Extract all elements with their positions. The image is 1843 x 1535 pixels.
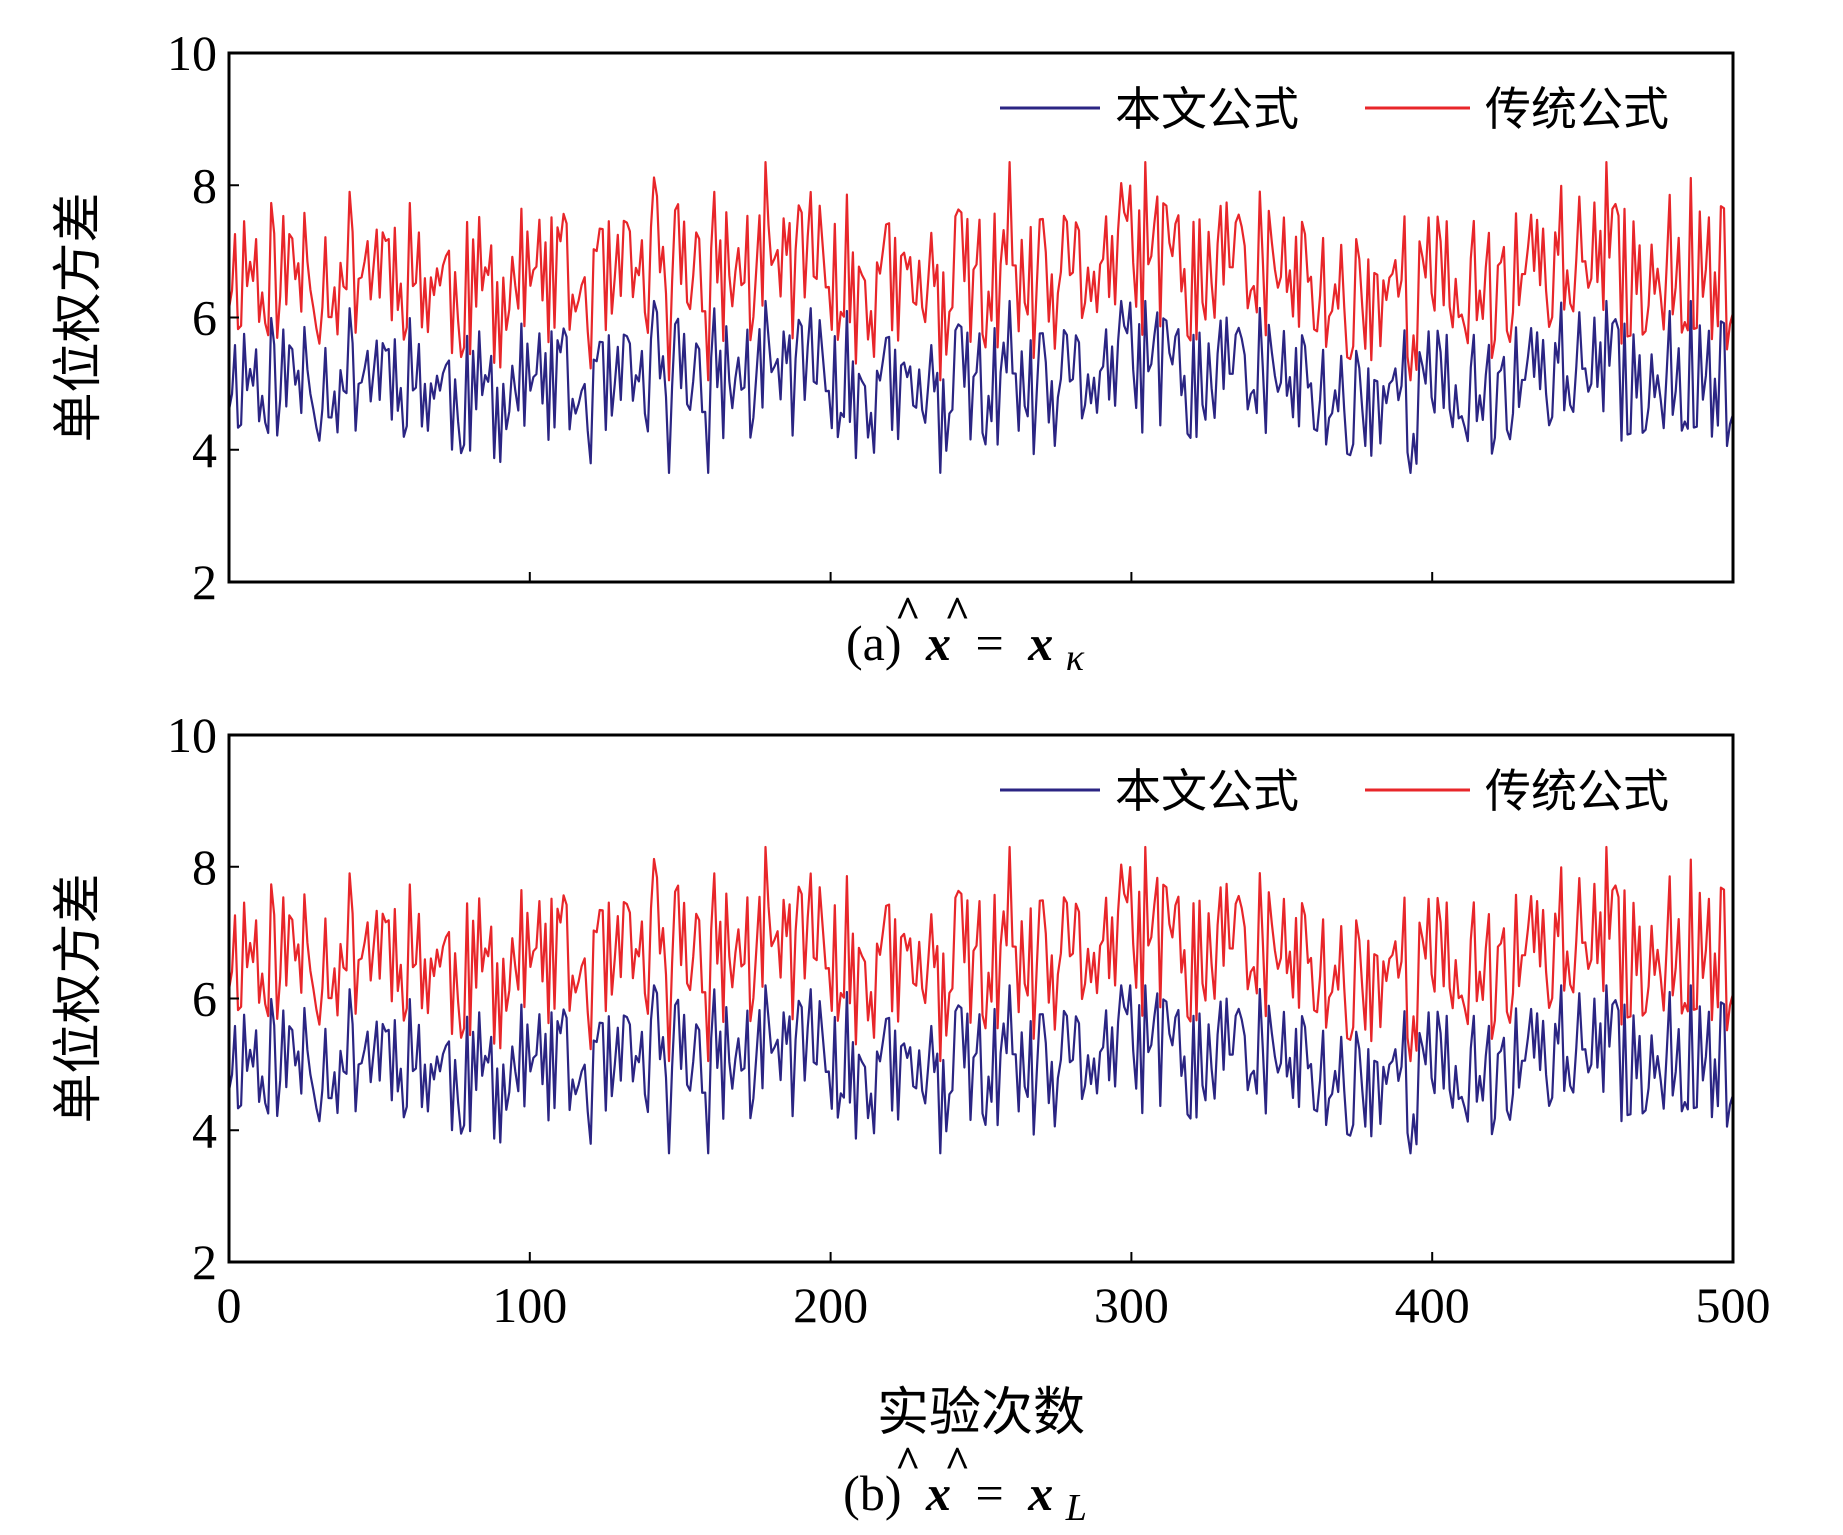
panel-b-series-chuantong-line	[227, 845, 1735, 1063]
panel-a-y-tick-label: 6	[192, 290, 217, 346]
panel-b-caption-hat-lhs: ^	[895, 1438, 921, 1487]
panel-a-caption-eq: =	[976, 615, 1004, 671]
panel-b-y-tick-label: 8	[192, 839, 217, 895]
panel-a-y-tick-label: 8	[192, 157, 217, 213]
panel-b-legend-label-benwen: 本文公式	[1115, 764, 1299, 818]
panel-b-caption-rhs: x	[1027, 1465, 1053, 1521]
panel-a-caption-lhs: x	[925, 615, 951, 671]
panel-a-y-axis-label: 单位权方差	[49, 193, 107, 443]
panel-b-y-axis-label: 单位权方差	[49, 874, 107, 1124]
panel-b-caption-eq: =	[975, 1465, 1003, 1521]
panel-b-x-tick-label: 400	[1395, 1277, 1470, 1333]
panel-a-caption-prefix: (a)	[846, 615, 902, 671]
panel-a-series-benwen-line	[227, 299, 1735, 474]
panel-a-caption-sub: κ	[1066, 637, 1085, 679]
panel-a-series	[227, 161, 1735, 474]
panel-a-caption-hat-lhs: ^	[895, 588, 921, 637]
panel-b-caption-lhs: x	[925, 1465, 951, 1521]
panel-a-y-tick-label: 4	[192, 422, 217, 478]
panel-b-legend-label-chuantong: 传统公式	[1485, 764, 1669, 818]
panel-a-y-tick-label: 2	[192, 554, 217, 610]
panel-b-y-tick-label: 10	[167, 707, 217, 763]
panel-a-caption-hat-rhs: ^	[944, 588, 970, 637]
panel-b-caption: (b) x = x L	[843, 1465, 1087, 1529]
panel-a-y-tick-label: 10	[167, 25, 217, 81]
panel-a-chart: 2 4 6 8 10 本文公式 传统公式 单位权方差 (a) x = x κ ^ ^	[49, 25, 1735, 679]
panel-a-legend-label-chuantong: 传统公式	[1485, 82, 1669, 136]
panel-b-series	[227, 845, 1735, 1155]
panel-a-legend-label-benwen: 本文公式	[1115, 82, 1299, 136]
panel-b-y-tick-label: 2	[192, 1234, 217, 1290]
panel-b-caption-sub: L	[1065, 1487, 1087, 1529]
panel-b-legend: 本文公式 传统公式	[1000, 764, 1669, 818]
panel-b-series-benwen-line	[227, 984, 1735, 1155]
panel-a-legend: 本文公式 传统公式	[1000, 82, 1669, 136]
panel-b-x-tick-label: 100	[492, 1277, 567, 1333]
panel-a-series-chuantong-line	[227, 161, 1735, 382]
panel-b-y-tick-label: 4	[192, 1102, 217, 1158]
panel-b-x-tick-label: 500	[1696, 1277, 1771, 1333]
panel-b-x-tick-label: 300	[1094, 1277, 1169, 1333]
panel-a-caption-rhs: x	[1027, 615, 1053, 671]
panel-b-caption-hat-rhs: ^	[944, 1438, 970, 1487]
panel-b-x-tick-label: 0	[217, 1277, 242, 1333]
panel-b-y-tick-label: 6	[192, 971, 217, 1027]
panel-a-caption: (a) x = x κ	[846, 615, 1085, 679]
panel-a-ticks: 2 4 6 8 10	[167, 25, 1734, 610]
panel-b-caption-prefix: (b)	[843, 1465, 901, 1521]
panel-b-x-tick-label: 200	[793, 1277, 868, 1333]
panel-b-x-axis-label: 实验次数	[877, 1383, 1085, 1443]
